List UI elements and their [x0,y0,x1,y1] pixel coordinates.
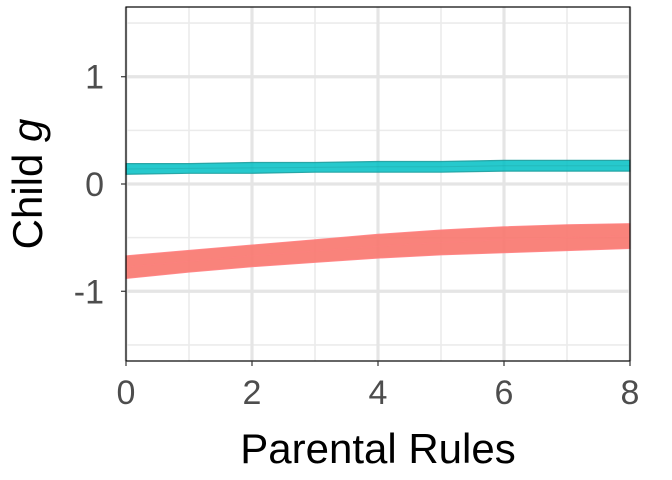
x-axis-ticks: 0 2 4 6 8 [117,361,640,412]
x-tick-label: 4 [369,374,388,412]
y-tick-label: -1 [74,273,104,311]
x-tick-label: 8 [621,374,640,412]
x-tick-label: 2 [243,374,262,412]
y-axis-title-text: Child [4,142,51,249]
x-axis-title: Parental Rules [240,425,515,472]
ribbons [125,159,631,280]
ribbon-center-line-1 [125,165,630,170]
y-axis-title: Child g [4,119,51,250]
ribbon-center-line-2 [125,235,631,268]
x-tick-label: 6 [495,374,514,412]
y-tick-label: 0 [85,166,104,204]
x-tick-label: 0 [117,374,136,412]
y-axis-title-symbol: g [4,119,51,142]
y-tick-label: 1 [85,59,104,97]
y-axis-ticks: -1 0 1 [74,59,126,311]
